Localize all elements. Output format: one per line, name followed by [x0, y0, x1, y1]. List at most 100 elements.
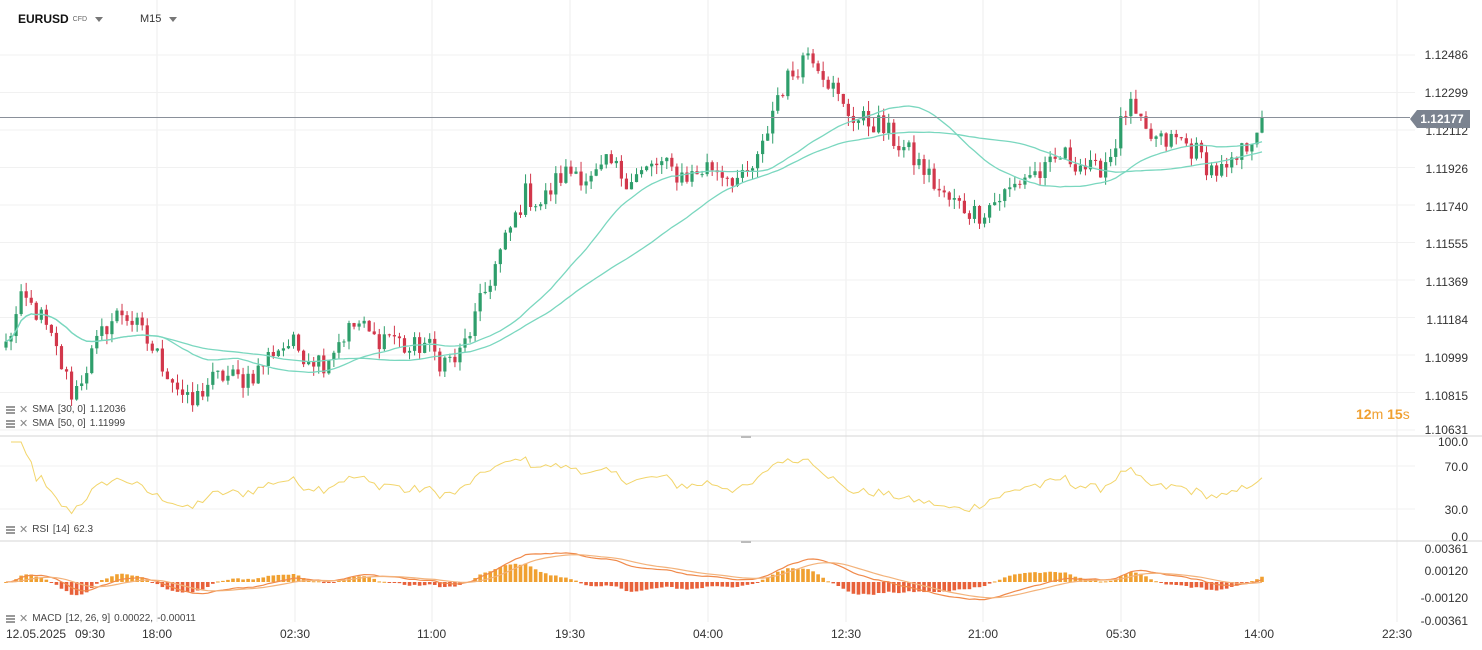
macd-histogram-bar: [730, 582, 735, 588]
close-icon[interactable]: ✕: [19, 613, 29, 625]
macd-histogram-bar: [236, 578, 240, 582]
macd-histogram-bar: [115, 574, 119, 582]
macd-line: [5, 552, 1263, 601]
candle-body: [518, 212, 523, 215]
macd-histogram-bar: [205, 582, 210, 587]
candle-body: [241, 374, 245, 388]
macd-histogram-bar: [74, 582, 79, 596]
macd-histogram-bar: [135, 575, 139, 582]
candle-body: [579, 171, 583, 186]
macd-histogram-bar: [1229, 582, 1234, 587]
candle-body: [473, 311, 477, 336]
macd-histogram-bar: [503, 565, 508, 582]
macd-histogram-bar: [180, 582, 185, 593]
macd-histogram-bar: [1169, 582, 1174, 585]
macd-histogram-bar: [402, 582, 407, 585]
macd-histogram-bar: [1260, 576, 1264, 582]
macd-histogram-bar: [422, 582, 427, 586]
settings-lines-icon[interactable]: [6, 405, 15, 414]
candle-body: [513, 212, 518, 228]
candle-body: [327, 359, 331, 374]
close-icon[interactable]: ✕: [19, 418, 29, 430]
macd-histogram-bar: [281, 574, 286, 582]
candle-body: [993, 202, 997, 206]
macd-histogram-bar: [786, 568, 790, 582]
candle-body: [1184, 138, 1188, 144]
candle-body: [175, 382, 180, 390]
macd-histogram-bar: [427, 582, 432, 585]
candle-body: [988, 205, 992, 218]
macd-histogram-bar: [569, 579, 573, 582]
candle-body: [4, 341, 8, 348]
candle-body: [574, 171, 578, 174]
macd-histogram-bar: [942, 582, 947, 592]
candle-body: [1154, 136, 1158, 139]
candle-body: [387, 334, 391, 336]
candle-body: [468, 335, 472, 339]
candle-body: [836, 82, 840, 94]
candle-body: [402, 338, 407, 353]
candle-body: [1220, 163, 1224, 176]
macd-histogram-bar: [957, 582, 962, 590]
sma30-line: [5, 105, 1263, 374]
macd-histogram-bar: [377, 581, 382, 583]
candle-body: [246, 373, 250, 388]
macd-histogram-bar: [100, 580, 104, 582]
candle-body: [982, 217, 987, 224]
candle-body: [397, 336, 402, 339]
candle-body: [998, 200, 1002, 203]
candle-body: [1028, 175, 1032, 178]
macd-histogram-bar: [1063, 572, 1068, 582]
candle-body: [423, 342, 427, 353]
macd-legend[interactable]: ✕ MACD [12, 26, 9] 0.00022, -0.00011: [6, 612, 196, 625]
candle-body: [236, 369, 240, 375]
macd-histogram-bar: [24, 574, 28, 582]
candle-body: [619, 160, 623, 179]
macd-histogram-bar: [659, 582, 664, 588]
candle-body: [352, 323, 356, 327]
macd-histogram-bar: [1149, 579, 1153, 582]
candle-body: [367, 320, 371, 332]
close-icon[interactable]: ✕: [19, 524, 29, 536]
sma50-legend[interactable]: ✕ SMA [50, 0] 1.11999: [6, 417, 125, 430]
macd-histogram-bar: [1013, 574, 1017, 582]
pane-resize-handle[interactable]: [741, 436, 751, 438]
macd-histogram-bar: [417, 582, 422, 586]
close-icon[interactable]: ✕: [19, 404, 29, 416]
candle-body: [85, 373, 89, 384]
macd-histogram-bar: [826, 581, 831, 583]
macd-histogram-bar: [962, 582, 967, 590]
candle-body: [1129, 98, 1133, 117]
settings-lines-icon[interactable]: [6, 419, 15, 428]
macd-histogram-bar: [1098, 581, 1103, 583]
macd-histogram-bar: [39, 577, 44, 582]
macd-histogram-bar: [1184, 582, 1189, 586]
macd-histogram-bar: [221, 580, 225, 582]
sma30-legend[interactable]: ✕ SMA [30, 0] 1.12036: [6, 403, 126, 416]
rsi-legend[interactable]: ✕ RSI [14] 62.3: [6, 523, 93, 536]
macd-histogram-bar: [54, 582, 59, 585]
candle-body: [44, 309, 48, 325]
symbol-selector[interactable]: EURUSD CFD: [18, 10, 104, 28]
macd-histogram-bar: [1214, 582, 1219, 591]
candle-body: [392, 335, 397, 337]
price-axis-label: 1.11369: [1425, 275, 1469, 289]
settings-lines-icon[interactable]: [6, 525, 15, 534]
timeframe-selector[interactable]: M15: [140, 10, 178, 28]
macd-histogram-bar: [745, 582, 750, 585]
macd-histogram-bar: [523, 563, 528, 582]
macd-histogram-bar: [664, 582, 669, 587]
candle-body: [185, 392, 190, 395]
candle-body: [211, 371, 215, 385]
settings-lines-icon[interactable]: [6, 614, 15, 623]
macd-axis-label: -0.00361: [1420, 614, 1468, 628]
candle-body: [609, 154, 613, 164]
macd-histogram-bar: [276, 574, 281, 582]
candle-body: [786, 70, 790, 97]
candle-body: [1144, 116, 1148, 129]
candle-body: [165, 371, 170, 380]
macd-histogram-bar: [150, 582, 155, 583]
pane-resize-handle[interactable]: [741, 541, 751, 543]
macd-histogram-bar: [1179, 582, 1184, 586]
